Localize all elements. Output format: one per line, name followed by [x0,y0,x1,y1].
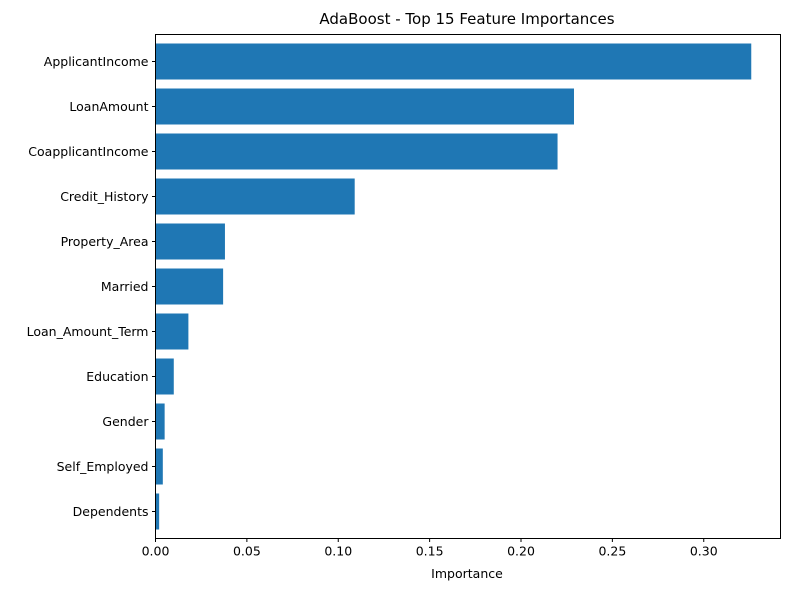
bar-loanamount [155,88,574,125]
y-tick-label: Property_Area [61,234,149,249]
bars-layer [155,43,752,530]
bar-property-area [155,223,225,260]
bar-applicantincome [155,43,752,80]
plot-frame [155,34,781,539]
bar-education [155,358,174,395]
y-tick-label: Dependents [73,504,149,519]
y-tick-label: Credit_History [60,189,149,204]
bar-married [155,268,224,305]
y-axis-ticks: ApplicantIncome LoanAmount CoapplicantInco… [27,54,156,519]
bar-coapplicantincome [155,133,558,170]
x-tick-label: 0.30 [690,544,718,559]
y-tick-label: Gender [102,414,149,429]
x-tick-label: 0.10 [324,544,352,559]
y-tick-label: CoapplicantIncome [28,144,149,159]
chart-title: AdaBoost - Top 15 Feature Importances [319,10,614,28]
y-tick-label: Self_Employed [57,459,149,474]
bar-loan-amount-term [155,313,189,350]
bar-credit-history [155,178,355,215]
x-tick-label: 0.25 [598,544,626,559]
y-tick-label: ApplicantIncome [44,54,149,69]
y-tick-label: Married [101,279,149,294]
x-tick-label: 0.00 [142,544,170,559]
y-tick-label: Loan_Amount_Term [27,324,149,339]
x-axis-ticks: 0.00 0.05 0.10 0.15 0.20 0.25 0.30 [142,538,718,559]
y-tick-label: Education [86,369,148,384]
y-tick-label: LoanAmount [69,99,148,114]
bar-self-employed [155,448,163,485]
x-tick-label: 0.15 [416,544,444,559]
bar-dependents [155,493,160,530]
x-axis-label: Importance [431,566,503,581]
bar-gender [155,403,165,440]
x-tick-label: 0.05 [233,544,261,559]
x-tick-label: 0.20 [507,544,535,559]
